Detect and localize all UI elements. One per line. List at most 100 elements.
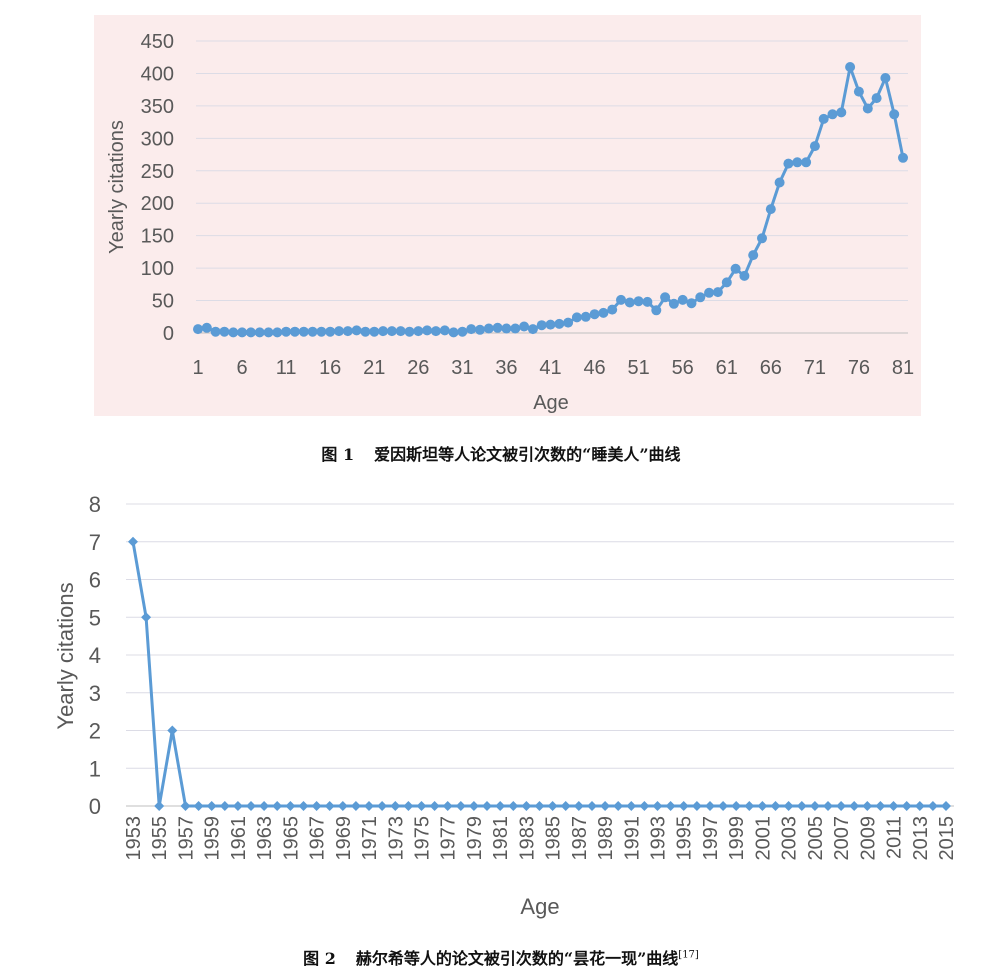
figure-2-caption-ref: [17] (678, 949, 699, 961)
figure-1-x-tick-label: 56 (672, 357, 694, 379)
figure-1-x-tick-label: 81 (892, 357, 914, 379)
figure-2-data-point (573, 801, 584, 811)
figure-1-data-point (360, 326, 371, 337)
figure-2-x-tick-label: 1957 (175, 816, 197, 861)
figure-1-data-point (228, 327, 239, 338)
figure-2-data-point (888, 801, 899, 811)
figure-2-data-point (154, 801, 165, 811)
figure-2-y-tick-label: 3 (89, 681, 101, 706)
figure-1-data-point (774, 177, 785, 188)
figure-2-x-tick-label: 1953 (123, 816, 145, 861)
figure-2-data-point (534, 801, 545, 811)
figure-1-data-point (448, 327, 459, 338)
figure-1-data-point (607, 304, 618, 315)
figure-1-caption: 图 1 爱因斯坦等人论文被引次数的“睡美人”曲线 (0, 441, 1002, 465)
figure-1-data-point (686, 298, 697, 309)
figure-2-x-tick-label: 1987 (569, 816, 591, 861)
figure-1-data-point (871, 93, 882, 104)
figure-2-data-point (364, 801, 374, 811)
figure-1-data-point (721, 277, 732, 288)
figure-2-x-tick-label: 1999 (726, 816, 748, 861)
figure-1-x-tick-label: 26 (407, 357, 429, 379)
figure-1-data-point (395, 326, 406, 337)
figure-2-x-tick-label: 1997 (700, 816, 722, 861)
figure-1-data-point (334, 326, 344, 337)
figure-1-data-point (765, 204, 776, 215)
figure-1-data-point (519, 321, 530, 332)
figure-2-data-point (639, 801, 650, 811)
figure-1-data-point (307, 326, 318, 337)
figure-2-x-tick-label: 1973 (385, 816, 407, 861)
figure-2-x-tick-label: 1983 (516, 816, 538, 861)
figure-1-y-tick-label: 150 (141, 226, 174, 248)
figure-1-data-point (466, 324, 477, 335)
figure-1-x-tick-label: 31 (451, 357, 473, 379)
figure-1-data-point (219, 326, 230, 337)
figure-1-data-point (642, 296, 653, 307)
figure-1-data-point (809, 141, 820, 152)
figure-1-y-tick-label: 250 (141, 161, 174, 183)
figure-2-data-point (180, 801, 191, 811)
figure-2-data-point (560, 801, 571, 811)
figure-1-data-point (792, 157, 803, 168)
figure-2-data-point (337, 801, 348, 811)
figure-1-data-point (739, 270, 750, 281)
figure-2-y-axis-label: Yearly citations (53, 582, 78, 729)
figure-1-x-tick-label: 6 (237, 357, 248, 379)
figure-1-data-point (624, 297, 635, 308)
figure-2-data-point (442, 801, 453, 811)
figure-2-data-point (416, 801, 427, 811)
figure-2-y-tick-label: 1 (89, 756, 101, 781)
figure-2-y-tick-labels: 0 1 2 3 4 5 6 7 8 (89, 492, 101, 819)
figure-2-x-tick-label: 2011 (884, 816, 906, 859)
figure-1-data-point (853, 86, 864, 97)
figure-1-y-tick-label: 0 (163, 323, 174, 345)
figure-1-data-point (193, 324, 203, 335)
figure-1-data-point (836, 107, 847, 118)
figure-2-data-point (246, 801, 256, 811)
figure-1-data-point (633, 296, 644, 307)
figure-1-data-point (580, 311, 591, 322)
figure-2-data-point (849, 801, 860, 811)
figure-1-caption-number: 图 1 (321, 445, 355, 464)
figure-2-data-point (744, 801, 755, 811)
figure-1-data-point (660, 292, 671, 303)
figure-2-x-tick-label: 1993 (648, 816, 670, 861)
figure-2-data-point (862, 801, 873, 811)
figure-2-y-tick-label: 5 (89, 605, 101, 630)
figure-2-data-point (691, 801, 702, 811)
figure-1-data-point (263, 327, 274, 338)
figure-1-x-tick-label: 1 (192, 357, 203, 379)
figure-2-data-point (705, 801, 715, 811)
figure-1-data-point (616, 294, 626, 305)
figure-1-data-point (889, 109, 900, 120)
figure-2-x-tick-label: 2005 (805, 816, 827, 861)
figure-2-data-point (600, 801, 611, 811)
figure-2-data-point (757, 801, 768, 811)
figure-1-y-tick-label: 50 (152, 291, 174, 313)
figure-1-caption-text: 爱因斯坦等人论文被引次数的“睡美人”曲线 (374, 445, 681, 464)
figure-1-data-point (237, 327, 248, 338)
figure-2-x-axis-label: Age (520, 894, 559, 919)
figure-2-data-point (167, 725, 178, 736)
figure-2-y-tick-label: 4 (89, 643, 101, 668)
figure-1-data-point (245, 327, 256, 338)
figure-2-x-tick-label: 1995 (674, 816, 696, 861)
figure-1-data-point (254, 327, 265, 338)
figure-2-y-tick-label: 8 (89, 492, 101, 517)
figure-1-data-point (475, 324, 485, 335)
figure-1-y-tick-label: 400 (141, 63, 174, 85)
figure-2-x-tick-label: 1969 (333, 816, 355, 861)
figure-1-data-point (651, 305, 662, 316)
figure-1-data-points (193, 62, 908, 338)
figure-1-y-tick-label: 350 (141, 96, 174, 118)
figure-2-data-point (914, 801, 925, 811)
figure-2-x-tick-label: 1971 (359, 816, 381, 861)
figure-2-data-point (495, 801, 506, 811)
figure-1-data-point (289, 326, 300, 337)
figure-2-data-point (285, 801, 296, 811)
figure-1-data-point (880, 73, 891, 83)
figure-1-data-point (281, 326, 292, 337)
figure-2-series-line (131, 541, 946, 808)
